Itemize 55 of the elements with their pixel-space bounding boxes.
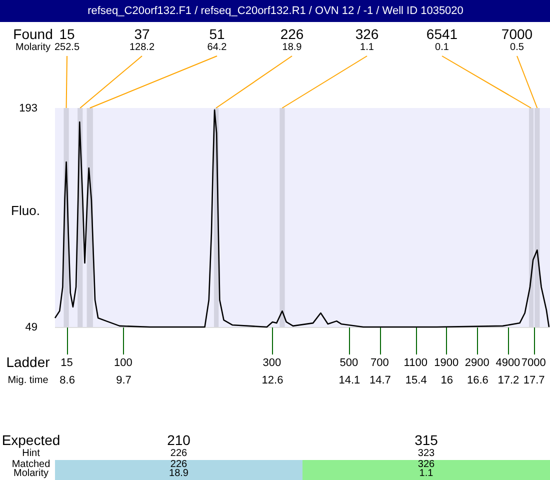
text: 1.1 <box>360 42 374 53</box>
x-tick-label: 8.6 <box>60 374 75 386</box>
text: Found <box>13 26 53 42</box>
x-tick-label: 9.7 <box>116 374 132 386</box>
text: 210 <box>167 432 191 448</box>
x-tick-label: 16.6 <box>466 374 488 386</box>
annotation: 4900 <box>496 357 520 369</box>
annotation: 1100 <box>404 357 428 369</box>
text: Mig. time <box>8 375 49 386</box>
text: 1.1 <box>419 468 434 479</box>
x-tick-label: 12.6 <box>262 374 284 386</box>
annotation: 15 <box>60 357 73 369</box>
y-axis-title: Fluo. <box>11 203 40 218</box>
text: 128.2 <box>129 42 155 53</box>
y-tick-label: 193 <box>19 102 38 114</box>
text: 18.9 <box>169 468 189 479</box>
annotation: 1900 <box>434 357 459 369</box>
x-tick-label: 17.2 <box>498 374 520 386</box>
text: Hint <box>22 448 40 459</box>
annotation: 300 <box>262 357 282 369</box>
text: 226 <box>170 459 188 470</box>
text: 315 <box>414 432 438 448</box>
text: 18.9 <box>282 42 302 53</box>
annotation: 15 <box>59 26 75 42</box>
text: 252.5 <box>54 42 80 53</box>
annotation: 37 <box>134 26 150 42</box>
annotation: 700 <box>370 357 389 369</box>
annotation: 500 <box>340 357 358 369</box>
annotation: 2900 <box>464 357 490 369</box>
text: 64.2 <box>207 42 228 53</box>
x-tick-label: 17.7 <box>523 374 545 386</box>
text: Ladder <box>6 354 50 370</box>
x-tick-label: 15.4 <box>405 374 427 386</box>
text: 0.5 <box>510 42 524 53</box>
x-tick-label: 14.7 <box>369 374 391 386</box>
annotation: 7000 <box>501 26 533 42</box>
annotation: 6541 <box>426 26 458 42</box>
annotation: 326 <box>355 26 379 42</box>
annotation: 100 <box>114 357 132 369</box>
text: Matched <box>12 459 50 470</box>
annotation: 51 <box>209 26 225 42</box>
text: 323 <box>418 448 436 459</box>
x-tick-label: 16 <box>440 374 454 386</box>
text: Molarity <box>15 42 51 53</box>
annotation: 7000 <box>521 357 546 369</box>
text: 0.1 <box>435 42 450 53</box>
x-tick-label: 14.1 <box>338 374 360 386</box>
text: Expected <box>2 432 60 448</box>
text: Molarity <box>13 468 49 479</box>
line-series <box>54 109 550 328</box>
y-tick-label: 49 <box>25 322 38 334</box>
text: 326 <box>418 459 436 470</box>
chart-title: refseq_C20orf132.F1 / refseq_C20orf132.R1 / OVN 12 / -1 / Well ID 1035020 <box>88 5 464 17</box>
annotation: 226 <box>280 26 304 42</box>
text: 226 <box>170 448 188 459</box>
